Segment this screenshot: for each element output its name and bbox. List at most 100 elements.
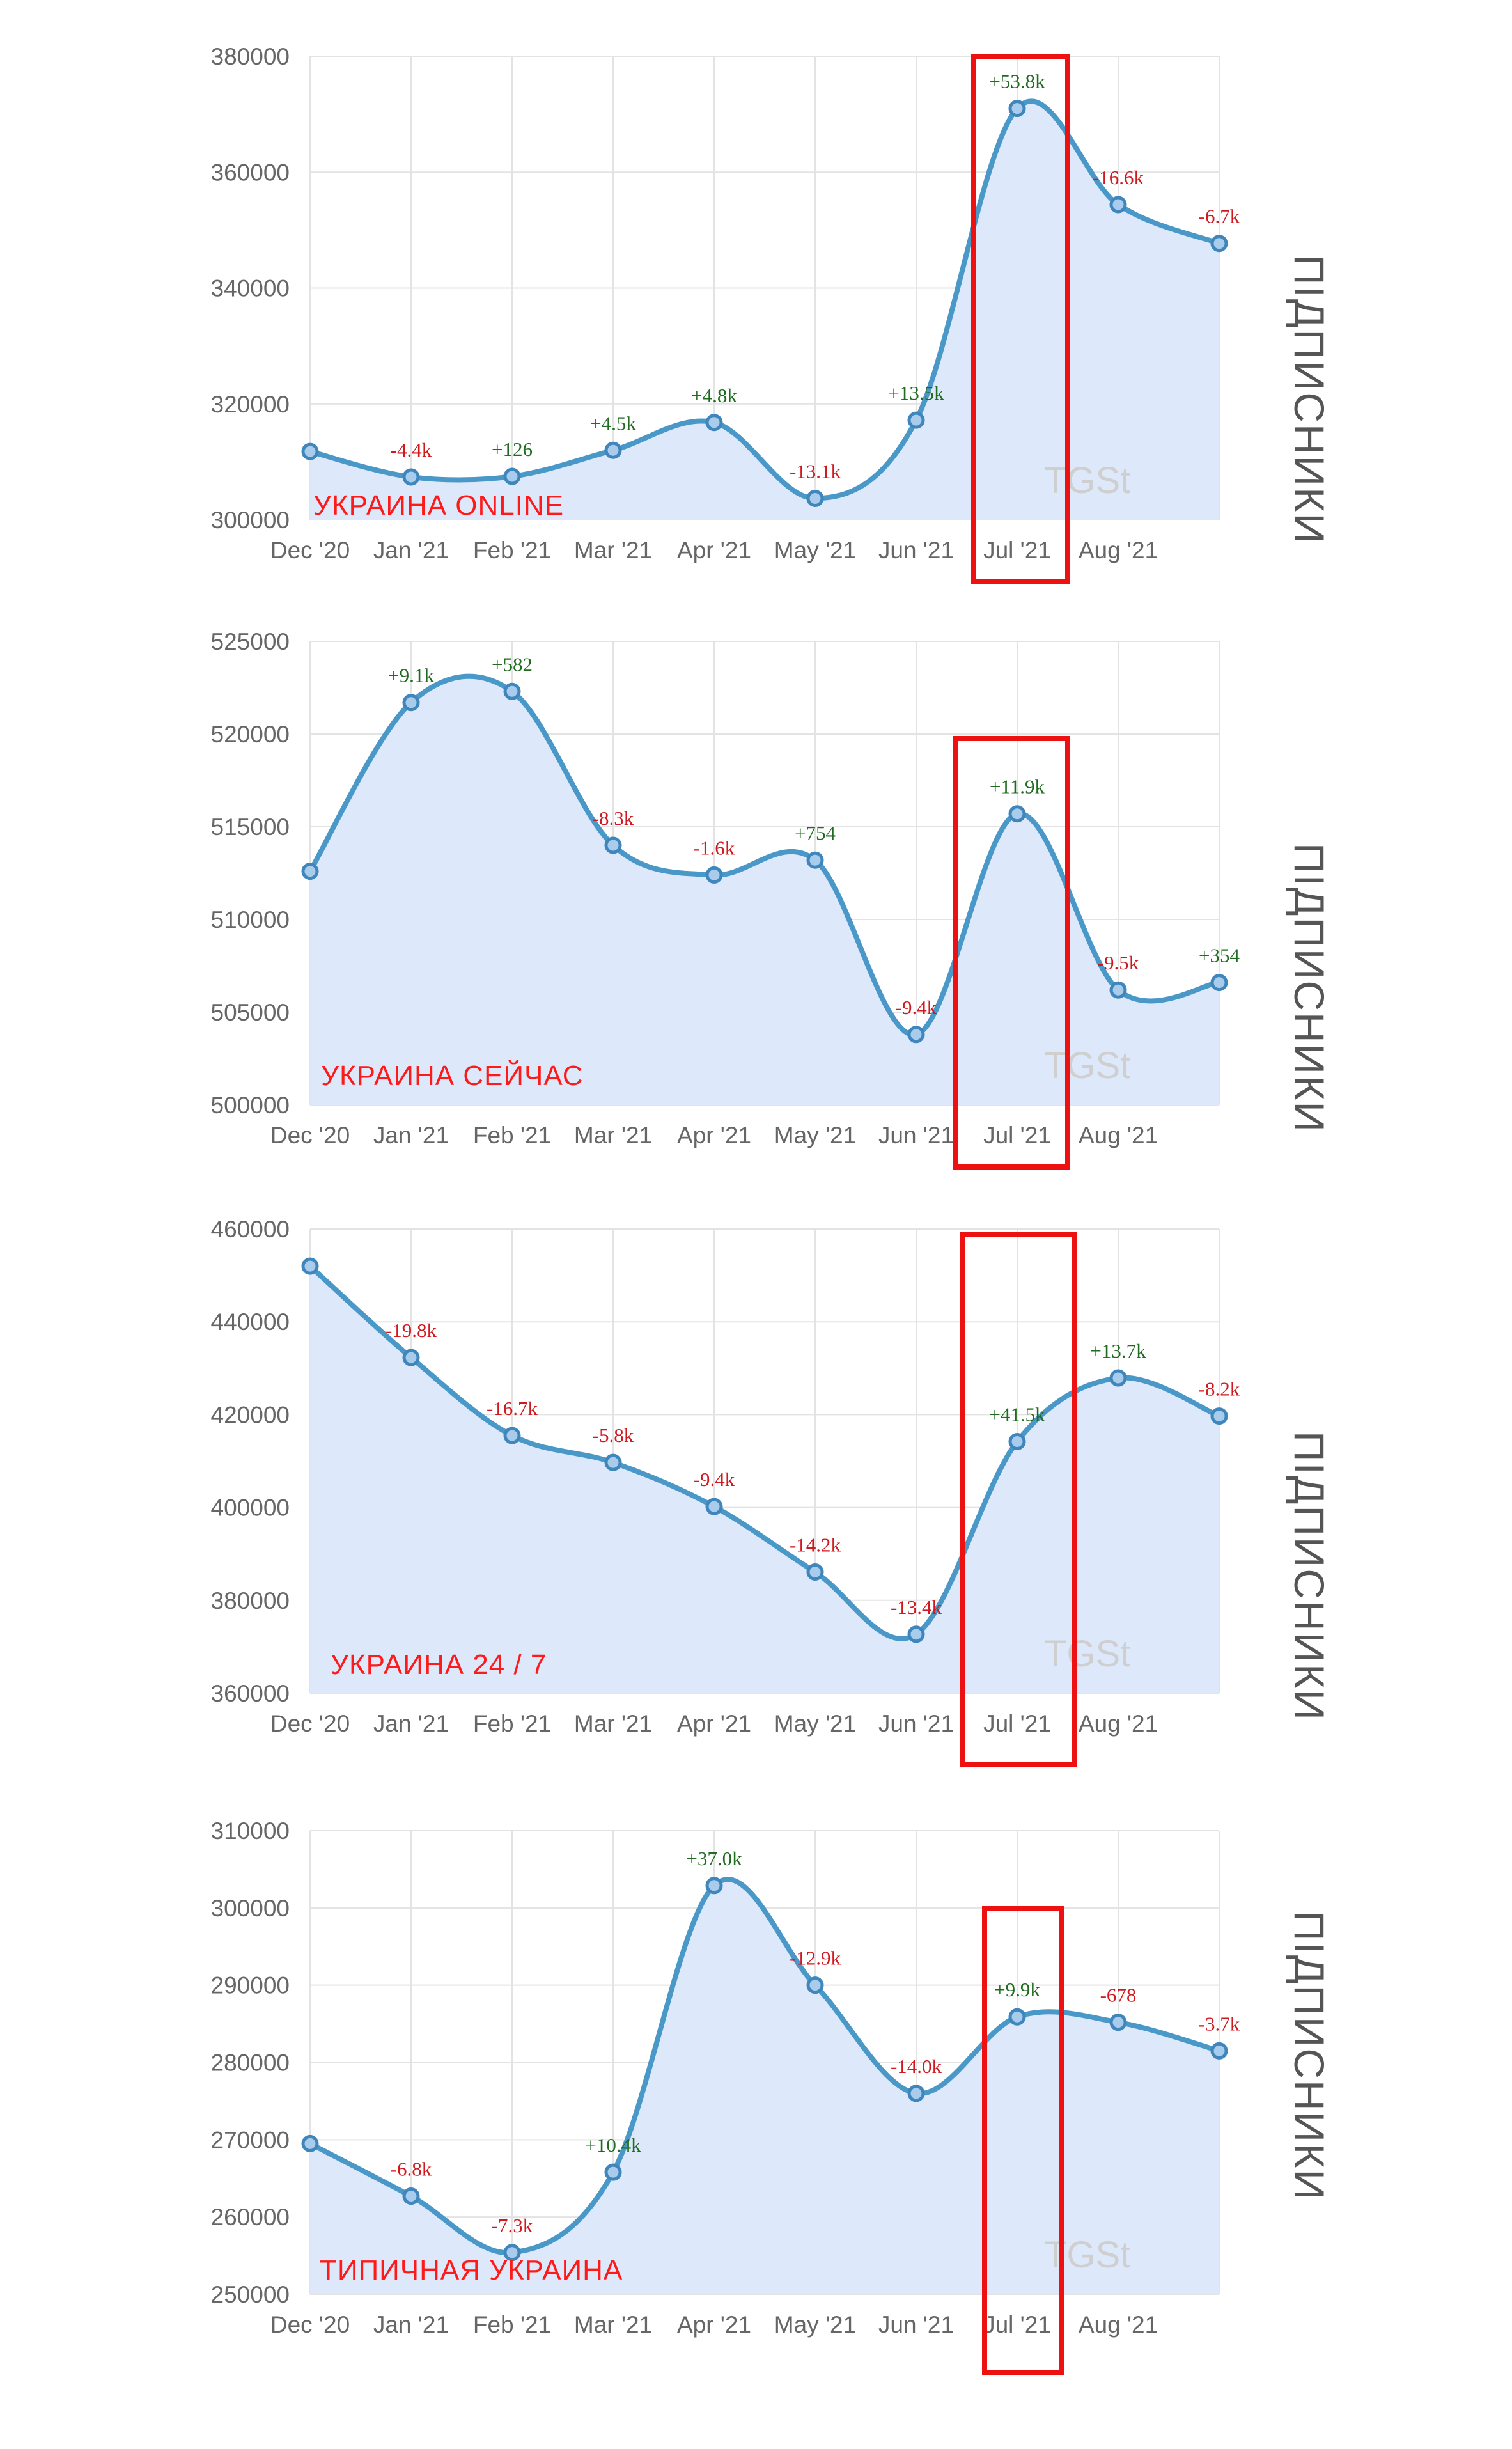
series-area [310,1266,1219,1693]
data-point [1109,981,1127,999]
data-point [806,1563,824,1581]
data-point [1109,2014,1127,2031]
data-point [705,866,723,884]
delta-label: -6.8k [391,2158,432,2180]
watermark: TGSt [1044,1045,1130,1086]
x-tick-label: Jun '21 [878,1710,954,1737]
data-point [301,1257,319,1275]
x-tick-label: Jun '21 [878,537,954,563]
delta-label: -14.0k [891,2055,942,2077]
x-tick-label: May '21 [774,1122,856,1148]
data-point [907,2085,925,2102]
x-tick-label: Aug '21 [1079,1122,1158,1148]
chart-1: 380000 360000 340000 320000 300000 -4.4k +126 +… [211,43,1333,584]
x-tick-label: Aug '21 [1079,537,1158,563]
delta-label: -19.8k [386,1319,437,1342]
delta-label: +41.5k [989,1404,1045,1426]
data-point [1008,805,1026,823]
delta-label: -14.2k [790,1534,841,1556]
chart-2: 525000 520000 515000 510000 505000 500000 +9.1… [211,629,1333,1170]
series-area [310,101,1219,520]
side-label: ПІДПИСНИКИ [1286,1431,1333,1721]
y-tick-label: 525000 [211,629,290,655]
delta-label: -13.1k [790,460,841,482]
delta-label: -9.5k [1098,951,1139,974]
y-tick-label: 300000 [211,507,290,533]
data-point [604,836,622,854]
y-tick-label: 400000 [211,1495,290,1521]
x-tick-label: Jan '21 [373,1710,449,1737]
y-tick-label: 515000 [211,814,290,840]
delta-label: +37.0k [686,1847,742,1870]
data-point [1008,1433,1026,1451]
data-point [705,1877,723,1895]
y-tick-label: 440000 [211,1309,290,1335]
y-tick-label: 310000 [211,1818,290,1844]
data-point [806,1976,824,1994]
y-tick-label: 520000 [211,721,290,747]
data-point [604,441,622,459]
x-tick-label: Mar '21 [574,537,652,563]
x-tick-label: Aug '21 [1079,2312,1158,2338]
delta-label: -7.3k [492,2214,533,2237]
delta-label: +10.4k [585,2134,641,2156]
delta-label: +11.9k [990,776,1045,798]
data-point [1210,235,1228,253]
x-tick-label: Jul '21 [983,2312,1051,2338]
x-tick-label: Jan '21 [373,2312,449,2338]
delta-label: -678 [1100,1984,1137,2007]
delta-label: -9.4k [694,1468,735,1491]
side-label: ПІДПИСНИКИ [1286,1911,1333,2201]
delta-label: -16.6k [1093,166,1144,189]
data-point [1109,1369,1127,1387]
x-tick-label: Jun '21 [878,2312,954,2338]
watermark: TGSt [1044,1633,1130,1675]
y-tick-label: 360000 [211,159,290,185]
data-point [1008,2008,1026,2026]
data-point [1210,974,1228,992]
x-tick-label: Feb '21 [473,2312,551,2338]
x-tick-label: Feb '21 [473,537,551,563]
highlight-box [971,54,1070,584]
x-tick-label: Mar '21 [574,1710,652,1737]
chart-4: 310000 300000 290000 280000 270000 260000 2500… [211,1818,1333,2375]
data-point [907,1026,925,1044]
y-tick-label: 340000 [211,276,290,302]
x-tick-label: Feb '21 [473,1710,551,1737]
data-point [402,1349,420,1366]
delta-label: +4.8k [691,384,737,407]
side-label: ПІДПИСНИКИ [1286,843,1333,1133]
y-tick-label: 380000 [211,1588,290,1614]
delta-label: +4.5k [590,412,636,434]
data-point [604,1453,622,1471]
x-tick-label: Jan '21 [373,537,449,563]
data-point [1008,100,1026,118]
series-area [310,676,1219,1105]
data-point [503,2244,521,2262]
x-tick-label: Jul '21 [983,1122,1051,1148]
delta-label: -4.4k [391,439,432,461]
delta-label: +126 [492,438,533,460]
series-line [309,1877,1220,2256]
data-point [806,851,824,869]
delta-label: -16.7k [487,1397,538,1420]
delta-label: +13.5k [888,382,944,404]
delta-label: -8.2k [1199,1378,1240,1400]
x-tick-label: Mar '21 [574,1122,652,1148]
delta-label: -5.8k [593,1424,634,1446]
data-point [503,1427,521,1444]
data-point [907,1625,925,1643]
chart-3: 460000 440000 420000 400000 380000 360000 -19.… [211,1216,1333,1767]
watermark: TGSt [1044,2234,1130,2276]
delta-label: -3.7k [1199,2012,1240,2035]
delta-label: +13.7k [1090,1340,1146,1362]
data-point [705,414,723,432]
y-tick-label: 300000 [211,1895,290,1921]
delta-label: +9.1k [388,664,434,687]
delta-label: -1.6k [694,836,735,859]
x-tick-label: Jan '21 [373,1122,449,1148]
data-point [301,863,319,880]
delta-label: -9.4k [896,996,937,1019]
x-tick-label: May '21 [774,537,856,563]
